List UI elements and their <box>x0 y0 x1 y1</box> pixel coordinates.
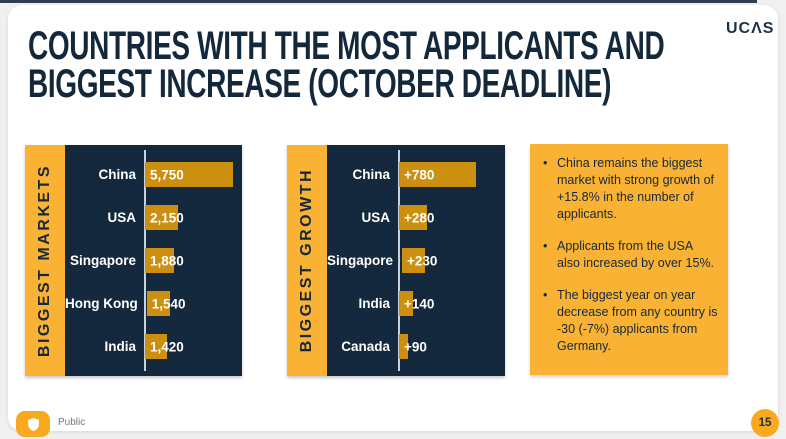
value-bar <box>145 205 178 230</box>
chart-plot-area: China +780 USA +280 Singapore +230 India +140 Ca… <box>327 145 505 376</box>
axis-line <box>398 150 400 371</box>
value-label: 5,750 <box>150 167 184 182</box>
category-label: USA <box>107 210 136 225</box>
chart-row: China 5,750 <box>65 162 242 187</box>
bar-zone: +90 <box>399 334 505 359</box>
value-label: +140 <box>404 296 435 311</box>
note-bullet: The biggest year on year decrease from a… <box>542 287 718 355</box>
bar-zone: 5,750 <box>145 162 242 187</box>
bar-zone: +140 <box>399 291 505 316</box>
chart-row: China +780 <box>327 162 505 187</box>
ucas-logo: UCΛS <box>726 20 775 37</box>
category-label: India <box>358 296 390 311</box>
page-number-badge: 15 <box>751 409 779 437</box>
value-label: 1,540 <box>151 296 186 311</box>
visibility-label: Public <box>58 417 86 428</box>
visibility-badge <box>16 411 50 437</box>
value-bar <box>399 205 427 230</box>
category-label: China <box>352 167 390 182</box>
category-label: India <box>104 339 136 354</box>
value-bar <box>146 291 171 316</box>
bar-zone: 1,420 <box>145 334 242 359</box>
chart-row: USA +280 <box>327 205 505 230</box>
chart-row: Singapore +230 <box>327 248 505 273</box>
biggest-markets-chart: BIGGEST MARKETS China 5,750 USA 2,150 Singap… <box>25 145 242 376</box>
biggest-growth-strip: BIGGEST GROWTH <box>287 145 327 376</box>
chart-row: Hong Kong 1,540 <box>65 291 242 316</box>
value-label: 1,420 <box>150 339 184 354</box>
category-label: Singapore <box>327 253 394 268</box>
chart-row: India +140 <box>327 291 505 316</box>
chart-row: Singapore 1,880 <box>65 248 242 273</box>
value-bar <box>145 248 174 273</box>
biggest-markets-strip: BIGGEST MARKETS <box>25 145 65 376</box>
category-label: USA <box>361 210 390 225</box>
bar-zone: 1,880 <box>145 248 242 273</box>
value-label: +780 <box>404 167 435 182</box>
note-bullet: China remains the biggest market with st… <box>542 155 718 223</box>
value-label: +230 <box>407 253 438 268</box>
shield-icon <box>27 417 40 432</box>
note-bullet: Applicants from the USA also increased b… <box>542 238 718 272</box>
bar-zone: 1,540 <box>146 291 242 316</box>
title-line-2: BIGGEST INCREASE (OCTOBER DEADLINE) <box>28 62 612 106</box>
bar-rows: China +780 USA +280 Singapore +230 India +140 Ca… <box>327 145 505 376</box>
chart-row: USA 2,150 <box>65 205 242 230</box>
chart-row: Canada +90 <box>327 334 505 359</box>
biggest-growth-chart: BIGGEST GROWTH China +780 USA +280 Singapore… <box>287 145 505 376</box>
top-edge-bar <box>0 0 757 3</box>
chart-title: BIGGEST GROWTH <box>298 168 315 353</box>
value-bar <box>399 162 476 187</box>
bar-rows: China 5,750 USA 2,150 Singapore 1,880 Hong Kon… <box>65 145 242 376</box>
bar-zone: 2,150 <box>145 205 242 230</box>
chart-title: BIGGEST MARKETS <box>36 163 53 358</box>
chart-plot-area: China 5,750 USA 2,150 Singapore 1,880 Hong Kon… <box>65 145 242 376</box>
title-line-1: COUNTRIES WITH THE MOST APPLICANTS AND <box>28 24 665 68</box>
value-label: 1,880 <box>150 253 184 268</box>
value-bar <box>145 162 233 187</box>
category-label: China <box>98 167 136 182</box>
key-insights-panel: China remains the biggest market with st… <box>530 144 728 375</box>
value-bar <box>402 248 425 273</box>
value-label: +90 <box>404 339 427 354</box>
category-label: Hong Kong <box>65 296 138 311</box>
chart-row: India 1,420 <box>65 334 242 359</box>
category-label: Canada <box>341 339 390 354</box>
value-label: +280 <box>404 210 435 225</box>
value-label: 2,150 <box>150 210 184 225</box>
bar-zone: +280 <box>399 205 505 230</box>
page-title: COUNTRIES WITH THE MOST APPLICANTS AND B… <box>28 24 786 106</box>
category-label: Singapore <box>69 253 136 268</box>
value-bar <box>399 291 413 316</box>
value-bar <box>145 334 167 359</box>
value-bar <box>399 334 408 359</box>
bar-zone: +780 <box>399 162 505 187</box>
bar-zone: +230 <box>402 248 505 273</box>
